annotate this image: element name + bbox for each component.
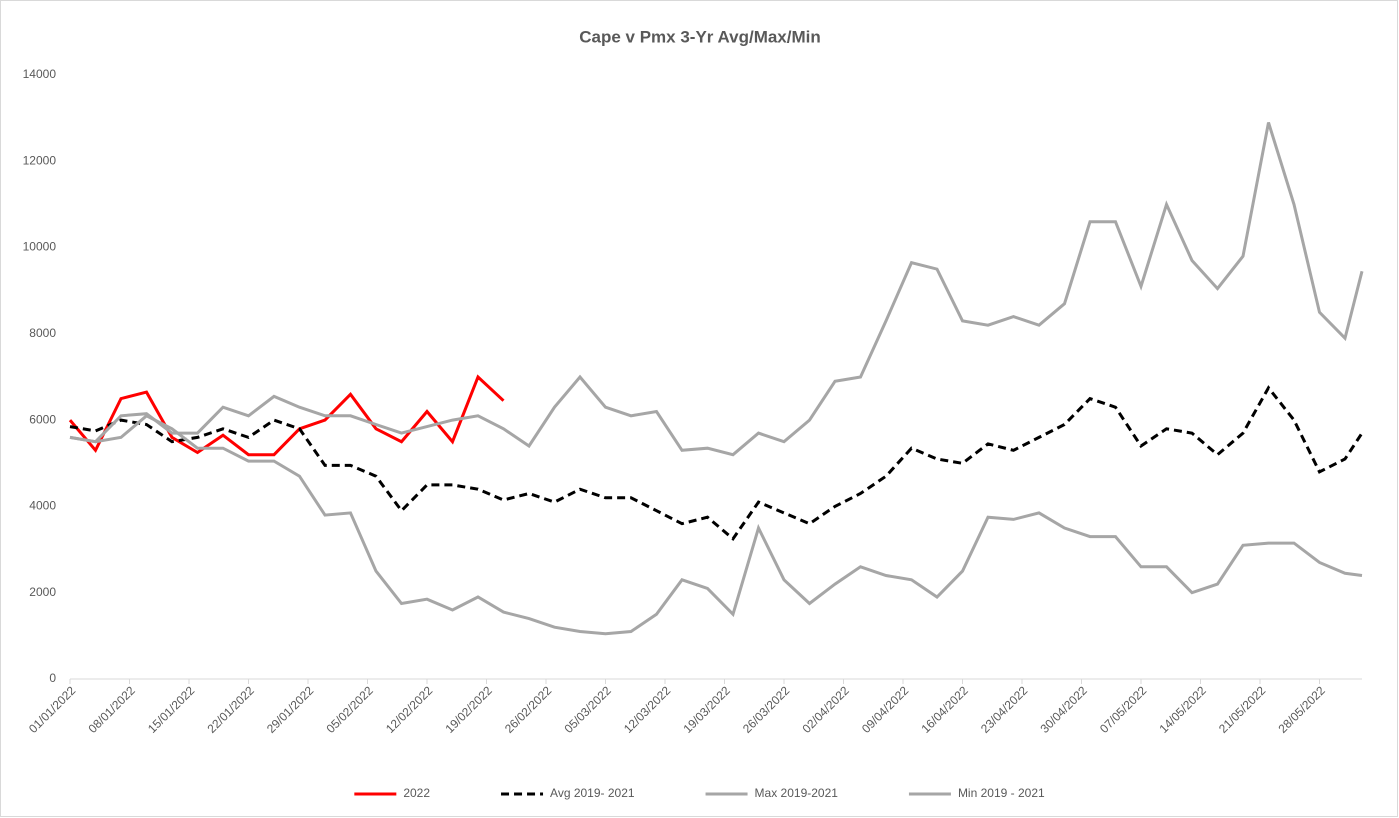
y-tick-label: 12000 <box>23 153 57 167</box>
y-tick-label: 14000 <box>23 67 57 81</box>
y-tick-label: 4000 <box>29 499 56 513</box>
series-line <box>69 414 1363 636</box>
series-line <box>69 122 1364 457</box>
legend-label: Max 2019-2021 <box>755 786 839 800</box>
series-line <box>68 374 505 457</box>
y-tick-label: 6000 <box>29 412 56 426</box>
legend-label: Min 2019 - 2021 <box>958 786 1045 800</box>
legend-label: 2022 <box>403 786 430 800</box>
y-tick-label: 0 <box>49 671 56 685</box>
y-tick-label: 8000 <box>29 326 56 340</box>
chart-title: Cape v Pmx 3-Yr Avg/Max/Min <box>579 27 821 46</box>
y-tick-label: 2000 <box>29 585 56 599</box>
series-line <box>69 385 1364 542</box>
legend-label: Avg 2019- 2021 <box>550 786 635 800</box>
y-tick-label: 10000 <box>23 240 57 254</box>
